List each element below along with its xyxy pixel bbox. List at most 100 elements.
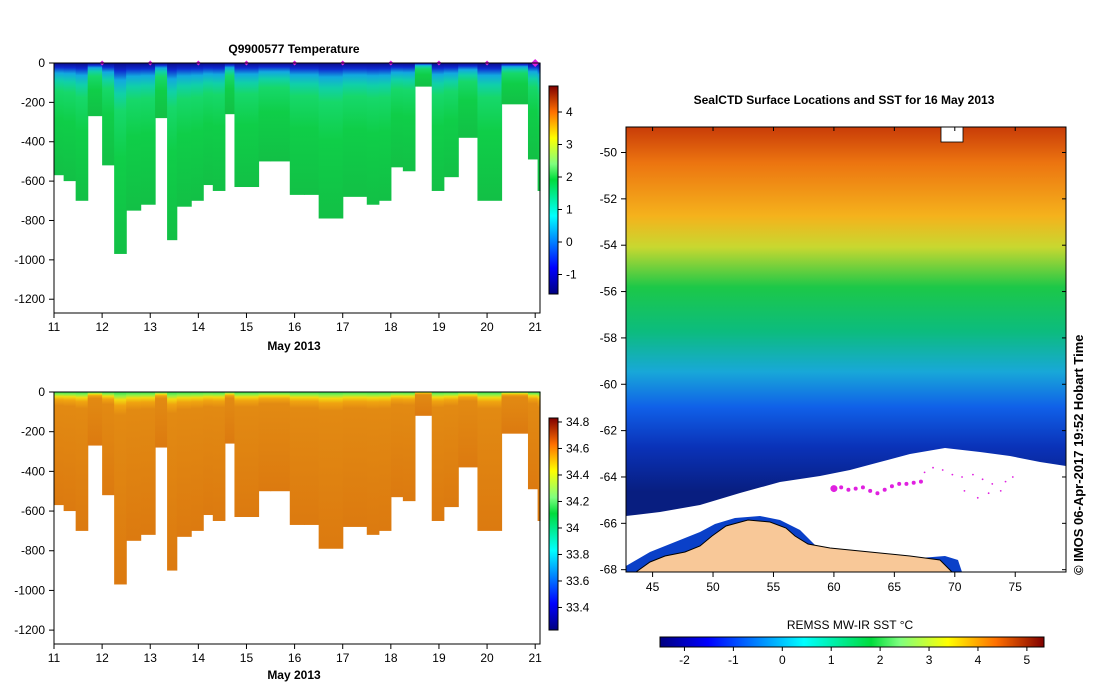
salinity-x-label: May 2013 bbox=[267, 668, 321, 682]
sst-colorbar-ticks: -2 -1 0 1 2 3 4 5 bbox=[679, 647, 1031, 667]
longitude-axis: 45 50 55 60 65 70 75 bbox=[646, 127, 1022, 594]
seal-track-point bbox=[875, 491, 880, 496]
seal-track-dot bbox=[963, 489, 966, 492]
sst-colorbar-tick-label: 2 bbox=[877, 653, 884, 667]
seal-track-point bbox=[911, 480, 916, 485]
salinity-profile-column bbox=[234, 392, 260, 518]
temperature-section-panel: Q9900577 Temperature 0 -200 -400 -600 -800 -1… bbox=[14, 42, 577, 353]
seal-track-dot bbox=[987, 492, 990, 495]
x-tick-label: 12 bbox=[95, 320, 109, 334]
x-tick-label: 15 bbox=[240, 651, 254, 665]
x-tick-label: 13 bbox=[144, 320, 158, 334]
colorbar-tick-label: 34.2 bbox=[566, 494, 590, 508]
seal-track-point bbox=[904, 481, 909, 486]
salinity-colorbar bbox=[548, 417, 559, 631]
salinity-profile-column bbox=[431, 392, 445, 521]
sst-colorbar bbox=[659, 636, 1045, 648]
seal-track bbox=[830, 466, 1014, 499]
salinity-x-axis: 11 12 13 14 15 16 17 18 19 20 21 bbox=[48, 644, 542, 665]
temperature-profile-column bbox=[431, 63, 445, 191]
seal-track-point bbox=[839, 485, 844, 490]
lat-tick-label: -66 bbox=[600, 516, 618, 530]
lat-tick-label: -62 bbox=[600, 424, 618, 438]
salinity-profile-column bbox=[318, 392, 344, 549]
seal-track-point bbox=[830, 485, 838, 493]
salinity-profile-column bbox=[203, 392, 214, 516]
y-tick-label: -1000 bbox=[14, 253, 45, 267]
salinity-profile-column bbox=[54, 392, 65, 506]
seal-track-point bbox=[918, 479, 923, 484]
salinity-profile-column bbox=[126, 392, 142, 541]
salinity-profile-column bbox=[289, 392, 305, 525]
temperature-profile-column bbox=[224, 63, 236, 115]
lon-tick-label: 55 bbox=[767, 580, 781, 594]
x-tick-label: 19 bbox=[432, 651, 446, 665]
salinity-colorbar-ticks: 34.8 34.6 34.4 34.2 34 33.8 33.6 33.4 bbox=[558, 415, 590, 614]
lon-tick-label: 75 bbox=[1009, 580, 1023, 594]
y-tick-label: -800 bbox=[21, 213, 45, 227]
seal-track-dot bbox=[976, 496, 979, 499]
temperature-profile-column bbox=[155, 63, 168, 119]
temperature-plot-frame bbox=[53, 62, 541, 314]
temperature-profile-column bbox=[234, 63, 260, 188]
sst-colorbar-tick-label: -2 bbox=[679, 653, 690, 667]
temperature-profile-column bbox=[126, 63, 142, 211]
seal-track-dot bbox=[999, 489, 1002, 492]
sst-map-panel: SealCTD Surface Locations and SST for 16… bbox=[600, 93, 1086, 667]
x-tick-label: 21 bbox=[529, 651, 543, 665]
seal-track-dot bbox=[981, 478, 984, 481]
y-tick-label: -1200 bbox=[14, 292, 45, 306]
colorbar-tick-label: 2 bbox=[566, 170, 573, 184]
seal-track-point bbox=[860, 485, 865, 490]
x-tick-label: 16 bbox=[288, 651, 302, 665]
temperature-profile-column bbox=[102, 63, 115, 166]
y-tick-label: 0 bbox=[38, 56, 45, 70]
temperature-profile-column bbox=[318, 63, 344, 219]
salinity-profile-column bbox=[191, 392, 204, 531]
temperature-title: Q9900577 Temperature bbox=[228, 42, 360, 56]
sst-colorbar-tick-label: 1 bbox=[828, 653, 835, 667]
salinity-profile-column bbox=[155, 392, 168, 448]
lat-tick-label: -50 bbox=[600, 145, 618, 159]
temperature-profile-column bbox=[176, 63, 192, 207]
salinity-profile-column bbox=[501, 392, 529, 434]
salinity-profile-column bbox=[342, 392, 368, 527]
salinity-profile-column bbox=[224, 392, 236, 444]
colorbar-tick-label: 33.6 bbox=[566, 574, 590, 588]
temperature-profile-column bbox=[501, 63, 529, 105]
temperature-profile-column bbox=[304, 63, 320, 195]
salinity-profile-column bbox=[63, 392, 77, 512]
x-tick-label: 12 bbox=[95, 651, 109, 665]
salinity-profile-column bbox=[102, 392, 115, 496]
map-frame bbox=[625, 126, 1067, 573]
temperature-profile-column bbox=[75, 63, 89, 201]
seal-track-dot bbox=[972, 473, 974, 476]
y-tick-label: -400 bbox=[21, 135, 45, 149]
lon-tick-label: 50 bbox=[706, 580, 720, 594]
seal-track-point bbox=[846, 487, 851, 492]
temperature-profile-column bbox=[167, 63, 178, 241]
salinity-profile-column bbox=[212, 392, 226, 521]
salinity-section-panel: 0 -200 -400 -600 -800 -1000 -1200 11 12 13 14 15 16… bbox=[14, 385, 589, 682]
salinity-profile-column bbox=[270, 392, 291, 492]
sst-colorbar-label: REMSS MW-IR SST °C bbox=[787, 618, 914, 632]
temperature-profile-column bbox=[140, 63, 156, 205]
salinity-profile-column bbox=[458, 392, 479, 468]
seal-track-dot bbox=[991, 483, 994, 485]
temperature-profile-column bbox=[443, 63, 459, 178]
colorbar-tick-label: 34.6 bbox=[566, 441, 590, 455]
x-tick-label: 19 bbox=[432, 320, 446, 334]
colorbar-tick-label: 1 bbox=[566, 203, 573, 217]
salinity-profile-column bbox=[114, 392, 127, 585]
salinity-plot-frame bbox=[53, 391, 541, 645]
latitude-axis: -50 -52 -54 -56 -58 -60 -62 -64 -66 -68 bbox=[600, 145, 1066, 577]
temperature-profile-column bbox=[114, 63, 127, 254]
temperature-profile-column bbox=[342, 63, 368, 197]
salinity-profiles bbox=[54, 392, 541, 585]
salinity-profile-column bbox=[167, 392, 178, 571]
sst-colorbar-tick-label: -1 bbox=[728, 653, 739, 667]
sst-colorbar-tick-label: 0 bbox=[779, 653, 786, 667]
seal-track-point bbox=[897, 481, 902, 486]
temperature-profile-column bbox=[270, 63, 291, 162]
seal-track-dot bbox=[951, 473, 954, 476]
